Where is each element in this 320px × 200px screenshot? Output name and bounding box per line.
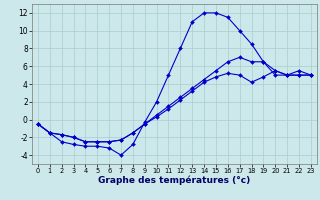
X-axis label: Graphe des températures (°c): Graphe des températures (°c) bbox=[98, 176, 251, 185]
